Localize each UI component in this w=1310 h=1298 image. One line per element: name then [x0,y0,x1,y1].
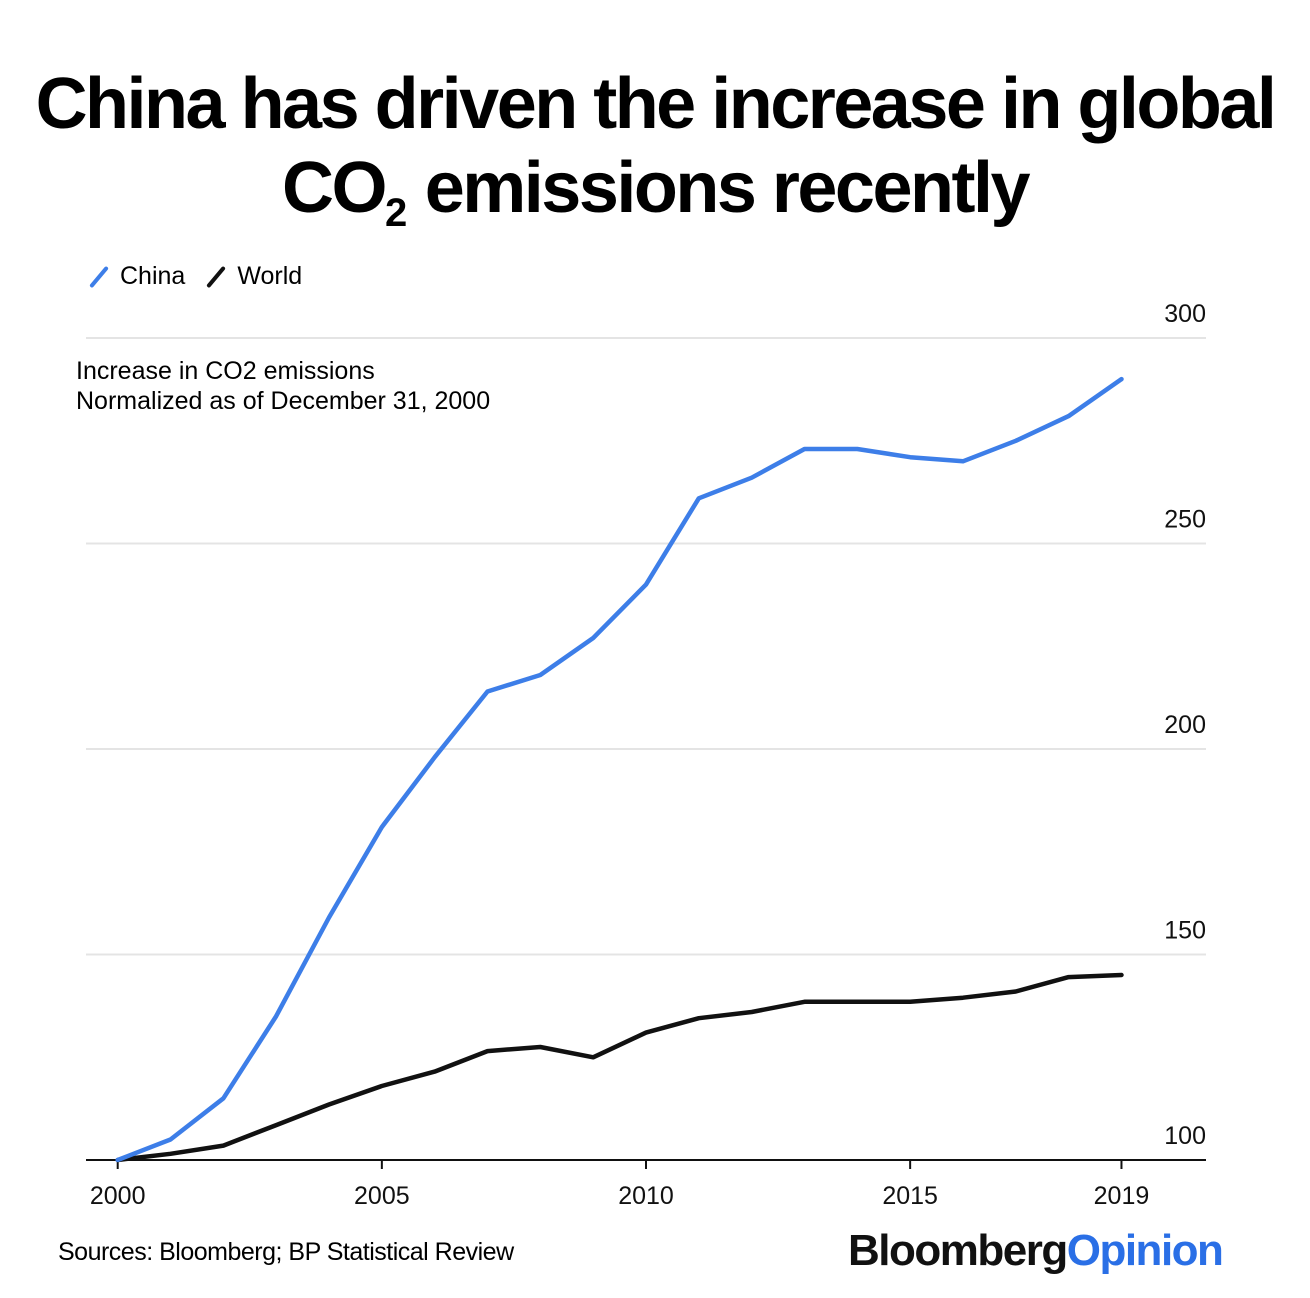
y-tick-label-100: 100 [1164,1122,1206,1150]
x-tick-label-2015: 2015 [882,1182,938,1210]
chart-subtitle: Increase in CO2 emissions Normalized as … [76,356,490,416]
series-line-china [115,376,1124,1163]
legend: China World [86,262,302,291]
y-tick-label-250: 250 [1164,506,1206,534]
title-text-main: China has driven the increase in global … [35,64,1277,228]
x-tick-label-2010: 2010 [618,1182,674,1210]
chart-title: China has driven the increase in global … [0,62,1310,255]
y-tick-label-150: 150 [1164,917,1206,945]
legend-label-world: World [237,262,303,290]
sources-note: Sources: Bloomberg; BP Statistical Revie… [58,1238,514,1266]
x-tick-label-2019: 2019 [1094,1182,1150,1210]
x-tick-label-2000: 2000 [90,1182,146,1210]
series-line-world [115,972,1124,1163]
title-subscript: 2 [384,191,408,235]
subtitle-line-2: Normalized as of December 31, 2000 [76,387,491,415]
y-tick-label-300: 300 [1164,300,1206,328]
legend-label-china: China [120,262,186,290]
legend-swatch-world [206,265,227,288]
subtitle-line-1: Increase in CO2 emissions [76,357,375,385]
legend-swatch-china [89,265,109,288]
legend-item-china: China [86,262,185,291]
y-tick-label-200: 200 [1164,711,1206,739]
legend-item-world: World [203,262,302,291]
x-tick-label-2005: 2005 [354,1182,410,1210]
title-text-end: emissions recently [407,148,1031,228]
brand-bloomberg: Bloomberg [848,1226,1068,1275]
brand-logo: BloombergOpinion [848,1226,1224,1276]
brand-opinion: Opinion [1066,1226,1224,1275]
